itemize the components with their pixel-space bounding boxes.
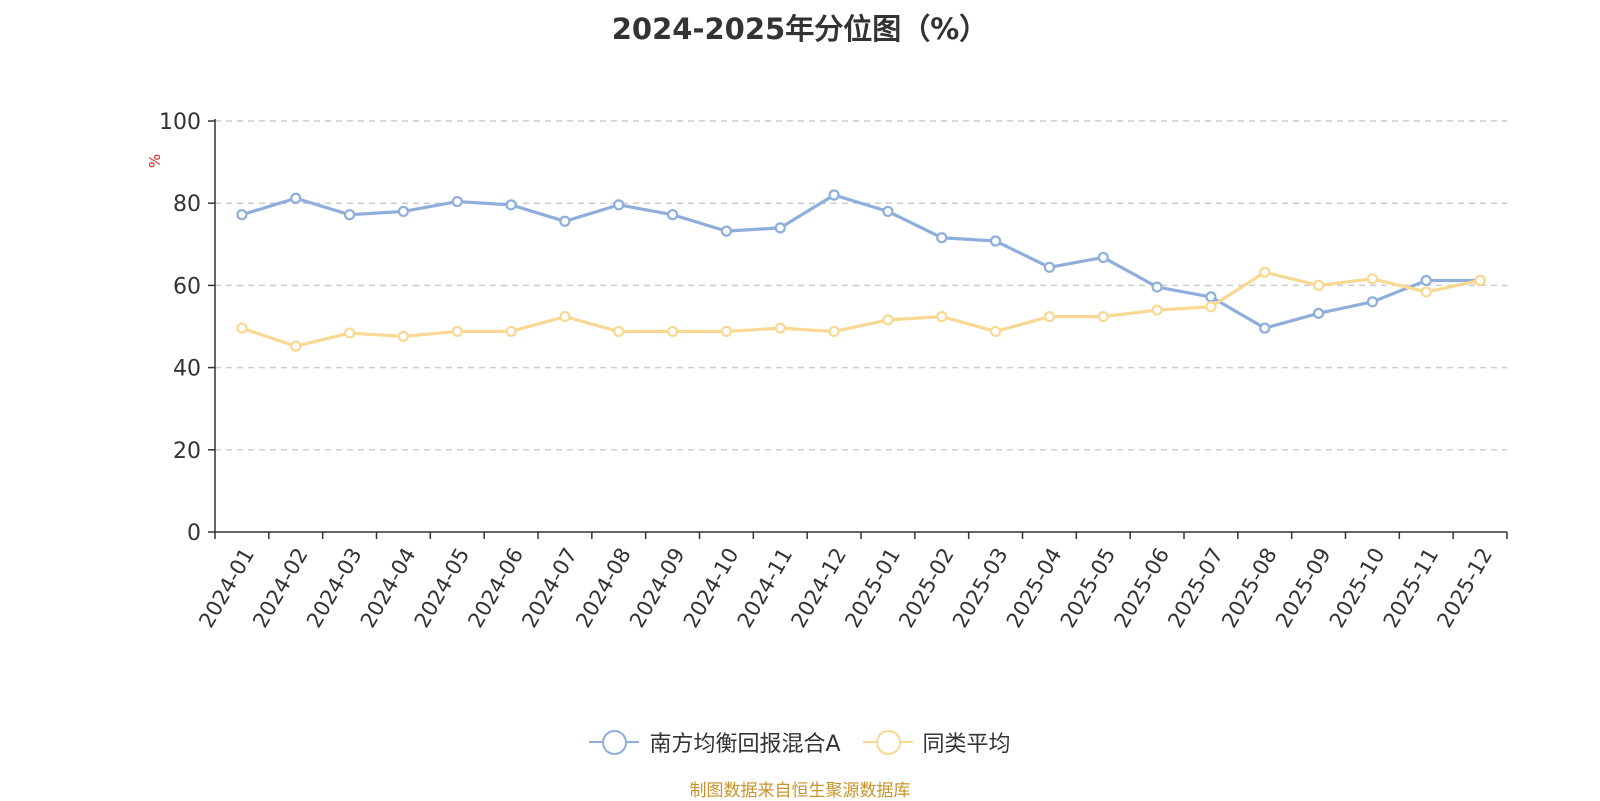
series-2-line	[241, 270, 1481, 348]
legend-item-2[interactable]: 同类平均	[862, 726, 1011, 758]
legend-marker-icon	[862, 727, 913, 757]
data-point[interactable]	[1366, 296, 1379, 308]
y-tick-label: 60	[173, 274, 201, 299]
data-point[interactable]	[1312, 279, 1325, 291]
y-tick-label: 40	[173, 357, 201, 382]
data-point[interactable]	[559, 311, 571, 323]
data-point[interactable]	[559, 215, 571, 227]
data-point[interactable]	[989, 235, 1002, 247]
data-point[interactable]	[1420, 274, 1432, 287]
series-layer	[236, 189, 1486, 352]
data-point[interactable]	[343, 209, 356, 221]
data-point[interactable]	[1151, 304, 1163, 316]
legend-item-1[interactable]: 南方均衡回报混合A	[589, 726, 841, 758]
y-tick-label: 20	[173, 439, 201, 464]
data-point[interactable]	[1259, 266, 1271, 278]
data-point[interactable]	[451, 325, 463, 338]
data-point[interactable]	[1259, 322, 1271, 334]
y-axis-ticks: 0 20 40 60 80 100	[159, 110, 215, 546]
data-point[interactable]	[936, 311, 948, 323]
data-point[interactable]	[397, 205, 410, 218]
data-point[interactable]	[720, 325, 733, 338]
y-tick-label: 80	[173, 192, 201, 217]
legend-marker-icon	[589, 727, 640, 757]
data-point[interactable]	[774, 222, 786, 234]
data-point[interactable]	[397, 330, 410, 342]
data-point[interactable]	[1205, 291, 1217, 303]
y-tick-label: 0	[187, 521, 201, 546]
data-point[interactable]	[666, 325, 679, 338]
y-axis-label: %	[146, 154, 164, 168]
data-point[interactable]	[828, 325, 840, 338]
data-point[interactable]	[236, 322, 248, 334]
chart-title: 2024-2025年分位图（%）	[611, 12, 989, 46]
data-point[interactable]	[236, 209, 248, 221]
data-point[interactable]	[989, 325, 1002, 338]
data-point[interactable]	[1205, 301, 1217, 313]
data-point[interactable]	[451, 195, 463, 208]
data-point[interactable]	[720, 225, 733, 237]
data-point[interactable]	[1474, 274, 1486, 287]
data-point[interactable]	[505, 325, 517, 338]
series-1	[236, 189, 1486, 334]
data-point[interactable]	[1366, 273, 1379, 285]
data-point[interactable]	[666, 209, 679, 221]
data-point[interactable]	[613, 199, 625, 211]
data-point[interactable]	[936, 232, 948, 244]
legend: 南方均衡回报混合A 同类平均	[0, 722, 1600, 762]
data-point[interactable]	[1151, 281, 1163, 293]
source-note: 制图数据来自恒生聚源数据库	[689, 781, 911, 801]
data-point[interactable]	[1097, 311, 1109, 323]
legend-label: 同类平均	[922, 732, 1011, 757]
data-point[interactable]	[828, 189, 840, 201]
series-1-line	[241, 193, 1481, 330]
legend-label: 南方均衡回报混合A	[649, 732, 841, 757]
data-point[interactable]	[1043, 311, 1056, 323]
data-point[interactable]	[774, 322, 786, 334]
data-point[interactable]	[1420, 286, 1432, 298]
data-point[interactable]	[613, 325, 625, 338]
y-tick-label: 100	[159, 110, 201, 135]
data-point[interactable]	[1097, 251, 1109, 264]
series-2	[236, 266, 1486, 352]
data-point[interactable]	[343, 327, 356, 339]
data-point[interactable]	[882, 314, 894, 326]
data-point[interactable]	[290, 192, 302, 204]
data-point[interactable]	[1312, 307, 1325, 319]
x-axis-ticks: 2024-012024-022024-032024-042024-052024-…	[194, 532, 1508, 632]
data-point[interactable]	[882, 205, 894, 218]
data-point[interactable]	[290, 340, 302, 352]
data-point[interactable]	[505, 199, 517, 211]
data-point[interactable]	[1043, 261, 1056, 273]
